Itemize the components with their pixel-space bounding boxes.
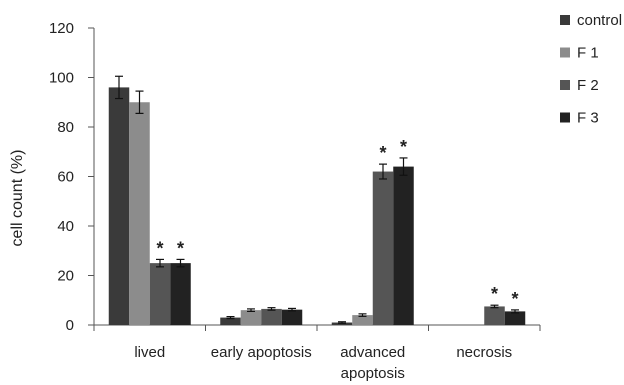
y-tick-label: 80: [57, 119, 74, 136]
significance-star: *: [511, 289, 518, 309]
significance-star: *: [177, 238, 184, 258]
y-axis-title: cell count (%): [9, 150, 26, 247]
significance-markers: * * * * * *: [156, 137, 518, 309]
bar-f2-cat0: [149, 263, 171, 325]
bar-f3-cat2: [393, 166, 414, 325]
legend-swatch: [560, 15, 570, 25]
x-category-label: necrosis: [456, 344, 512, 361]
legend-label: F 2: [577, 77, 599, 94]
legend: control F 1 F 2 F 3: [560, 12, 622, 127]
bar-f2-cat2: [372, 171, 394, 325]
x-axis: [93, 324, 541, 331]
significance-star: *: [400, 137, 407, 157]
significance-star: *: [491, 284, 498, 304]
legend-swatch: [560, 80, 570, 90]
bar-f3-cat0: [170, 263, 191, 325]
bar-control-cat0: [108, 87, 130, 326]
bar-f1-cat2: [352, 315, 373, 325]
y-tick-label: 0: [66, 317, 74, 334]
y-tick-label: 20: [57, 268, 74, 285]
x-category-label: early apoptosis: [211, 344, 312, 361]
bar-f1-cat1: [240, 310, 262, 325]
significance-star: *: [379, 143, 386, 163]
significance-star: *: [156, 238, 163, 258]
bar-f3-cat3: [504, 311, 526, 325]
bar-f3-cat1: [281, 309, 303, 325]
legend-swatch: [560, 112, 570, 123]
y-tick-label: 60: [57, 169, 74, 186]
legend-label: control: [577, 12, 622, 29]
y-tick-label: 120: [49, 20, 74, 37]
category-labels: lived early apoptosis advanced apoptosis nec…: [134, 344, 512, 382]
bars: [108, 87, 526, 326]
error-bars: [115, 75, 519, 324]
legend-label: F 1: [577, 45, 599, 62]
x-category-label: lived: [134, 344, 165, 361]
bar-f1-cat0: [129, 102, 150, 325]
legend-swatch: [560, 47, 570, 58]
y-axis: 0 20 40 60 80 100 120: [49, 20, 95, 334]
x-category-label: apoptosis: [341, 365, 405, 382]
bar-control-cat1: [220, 317, 241, 325]
y-tick-label: 100: [49, 70, 74, 87]
legend-label: F 3: [577, 110, 599, 127]
y-tick-label: 40: [57, 218, 74, 235]
bar-f2-cat1: [261, 308, 282, 325]
x-category-label: advanced: [340, 344, 405, 361]
bar-f2-cat3: [484, 306, 505, 325]
